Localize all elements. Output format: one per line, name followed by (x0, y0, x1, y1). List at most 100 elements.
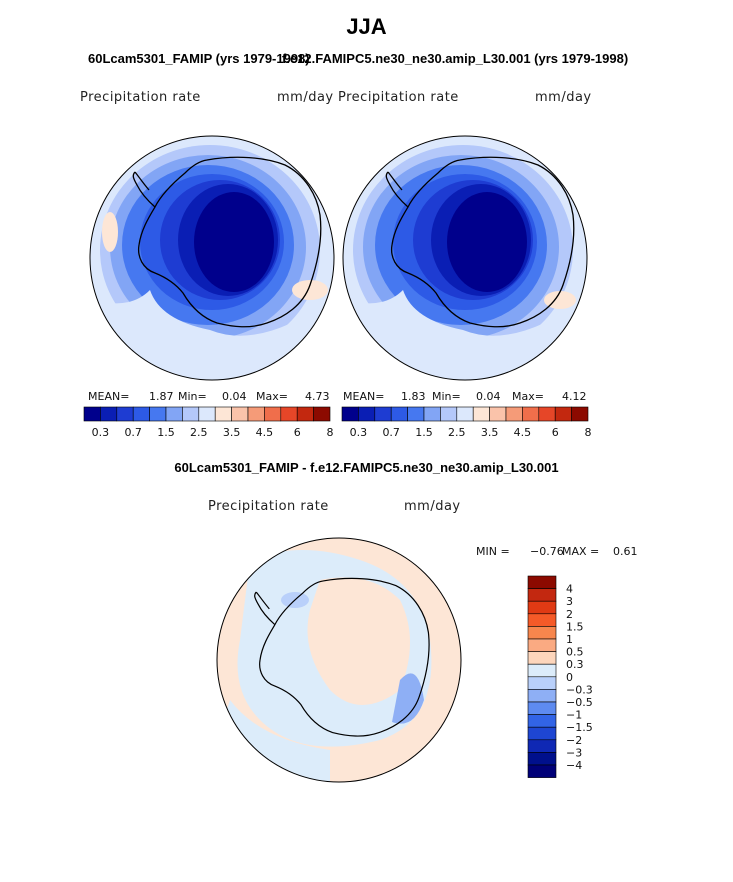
left-colorbar-box (149, 406, 167, 422)
diff-colorbar-tick-label: −3 (566, 746, 582, 759)
right-colorbar-box (423, 406, 441, 422)
right-colorbar-tick-label: 3.5 (481, 426, 499, 439)
diff-units-label: mm/day (404, 499, 461, 514)
right-colorbar-tick-label: 1.5 (415, 426, 433, 439)
diff-colorbar-box (527, 726, 557, 741)
diff-min-value: −0.76 (530, 545, 564, 558)
diff-precip-map (217, 538, 461, 782)
diff-colorbar-tick-label: 2 (566, 608, 573, 621)
right-colorbar-tick-label: 2.5 (448, 426, 466, 439)
diff-colorbar-box (527, 689, 557, 703)
left-colorbar-tick-label: 3.5 (223, 426, 241, 439)
diff-colorbar-box (527, 714, 557, 728)
diff-colorbar-box (527, 752, 557, 766)
left-colorbar-box (100, 406, 118, 422)
diff-colorbar-box (527, 626, 557, 640)
diff-colorbar-box (527, 638, 557, 652)
left-colorbar-tick-label: 2.5 (190, 426, 208, 439)
left-units-label: mm/day (277, 90, 334, 105)
right-colorbar-box (374, 406, 392, 422)
left-colorbar-box (313, 406, 331, 422)
right-variable-label: Precipitation rate (338, 90, 459, 105)
right-colorbar-box (358, 406, 376, 422)
diff-colorbar-box (527, 764, 557, 778)
diff-colorbar-box (527, 676, 557, 690)
right-colorbar-tick-label: 6 (552, 426, 559, 439)
left-max-value: 4.73 (305, 390, 330, 403)
diff-colorbar-box (527, 651, 557, 665)
diff-colorbar-tick-label: −2 (566, 734, 582, 747)
left-mean-label: MEAN= (88, 390, 130, 403)
right-colorbar-tick-label: 8 (585, 426, 592, 439)
right-max-value: 4.12 (562, 390, 587, 403)
right-min-value: 0.04 (476, 390, 501, 403)
left-colorbar-box (198, 406, 216, 422)
left-colorbar-tick-label: 1.5 (157, 426, 175, 439)
diff-colorbar-tick-label: −0.3 (566, 683, 593, 696)
left-variable-label: Precipitation rate (80, 90, 201, 105)
diff-title: 60Lcam5301_FAMIP - f.e12.FAMIPC5.ne30_ne… (174, 460, 559, 475)
left-colorbar-tick-label: 4.5 (256, 426, 274, 439)
diff-colorbar-box (527, 588, 557, 602)
season-title: JJA (346, 14, 387, 39)
right-min-label: Min= (432, 390, 461, 403)
left-mean-value: 1.87 (149, 390, 174, 403)
right-map-boundary (342, 135, 588, 381)
diff-colorbar-tick-label: 0 (566, 671, 573, 684)
diff-variable-label: Precipitation rate (208, 499, 329, 514)
left-colorbar-tick-label: 8 (327, 426, 334, 439)
right-max-label: Max= (512, 390, 544, 403)
left-colorbar-box (280, 406, 298, 422)
diff-colorbar-box (527, 613, 557, 627)
diff-colorbar-box (527, 701, 557, 715)
left-colorbar-box (132, 406, 150, 422)
diff-colorbar-tick-label: 0.5 (566, 646, 584, 659)
left-colorbar-tick-label: 0.7 (124, 426, 142, 439)
left-colorbar: 0.3 0.7 1.5 2.5 3.5 4.5 6 8 (83, 406, 334, 439)
right-units-label: mm/day (535, 90, 592, 105)
diff-min-label: MIN = (476, 545, 510, 558)
right-colorbar-box (440, 406, 458, 422)
diff-colorbar-tick-label: −0.5 (566, 696, 593, 709)
diff-colorbar-box (527, 739, 557, 753)
left-colorbar-box (296, 406, 314, 422)
right-precip-map (343, 136, 587, 380)
right-colorbar-tick-label: 0.7 (382, 426, 400, 439)
diff-colorbar-box (527, 663, 557, 678)
right-colorbar-box (571, 406, 589, 422)
left-min-value: 0.04 (222, 390, 247, 403)
diff-colorbar-tick-label: −4 (566, 759, 582, 772)
diff-colorbar-tick-label: 4 (566, 583, 573, 596)
right-panel-title: f.e12.FAMIPC5.ne30_ne30.amip_L30.001 (yr… (282, 51, 629, 66)
right-colorbar-box (489, 406, 507, 422)
diff-max-label: MAX = (562, 545, 600, 558)
left-map-boundary (89, 135, 335, 381)
diff-colorbar-tick-label: −1.5 (566, 721, 593, 734)
left-colorbar-box (264, 406, 282, 422)
left-colorbar-box (231, 406, 249, 422)
right-colorbar-tick-label: 4.5 (514, 426, 532, 439)
right-mean-value: 1.83 (401, 390, 426, 403)
diff-max-value: 0.61 (613, 545, 638, 558)
left-colorbar-box (116, 406, 134, 422)
left-colorbar-tick-label: 6 (294, 426, 301, 439)
diff-colorbar-tick-label: 1 (566, 633, 573, 646)
left-colorbar-tick-label: 0.3 (92, 426, 110, 439)
left-colorbar-box (83, 406, 101, 422)
diff-colorbar-tick-label: 3 (566, 595, 573, 608)
diff-colorbar-box (527, 600, 557, 615)
diff-map-boundary (216, 537, 462, 783)
left-colorbar-box (214, 406, 232, 422)
diff-colorbar-tick-label: 0.3 (566, 658, 584, 671)
right-colorbar-box (554, 406, 572, 422)
right-colorbar-box (390, 406, 408, 422)
left-panel-title: 60Lcam5301_FAMIP (yrs 1979-1998) (88, 51, 310, 66)
left-colorbar-box (182, 406, 200, 422)
diff-colorbar-tick-label: −1 (566, 709, 582, 722)
right-colorbar-box (407, 406, 425, 422)
right-colorbar-box (538, 406, 556, 422)
left-max-label: Max= (256, 390, 288, 403)
left-min-label: Min= (178, 390, 207, 403)
